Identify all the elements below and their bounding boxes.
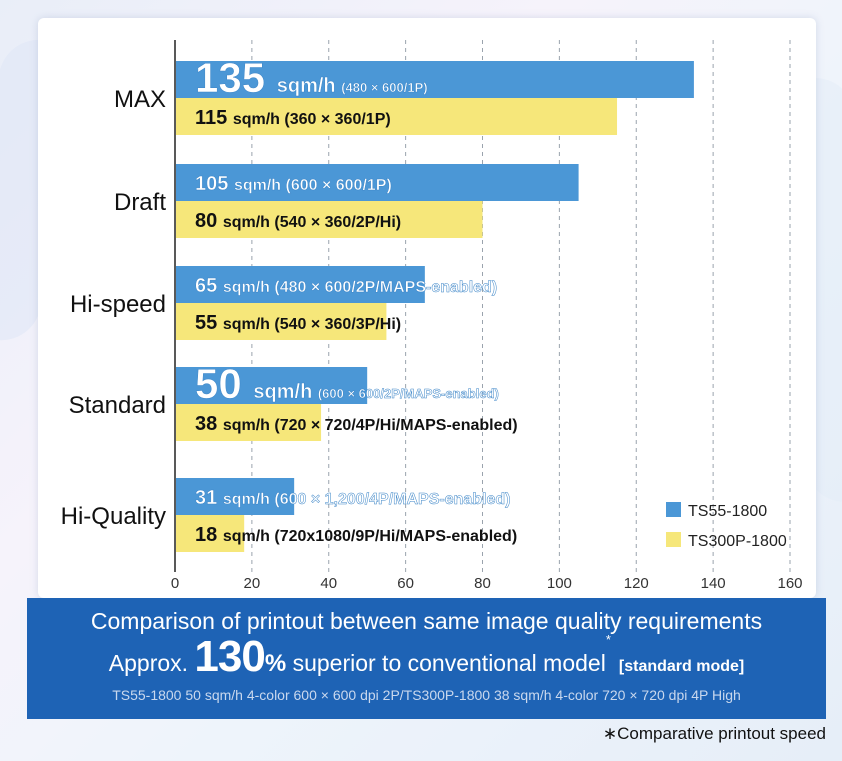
legend-label: TS300P-1800 (688, 533, 787, 550)
bar (176, 164, 579, 201)
banner-claim: Approx. 130% superior to conventional mo… (27, 632, 826, 682)
banner-claim-text: superior to conventional model (286, 650, 606, 676)
category-label: Hi-speed (70, 291, 166, 318)
banner-mode: [standard mode] (618, 658, 745, 675)
bar (176, 367, 368, 404)
data-label: 38 sqm/h (720 × 720/4P/Hi/MAPS-enabled) (195, 413, 518, 435)
bar-chart: 0 20 40 60 80 100 120 140 160 MAX 135 sqm/h (480 ×… (61, 40, 803, 592)
data-label: 105 sqm/h (600 × 600/1P) (195, 173, 392, 195)
data-label: 50 sqm/h (600 × 600/2P/MAPS-enabled) (195, 360, 499, 407)
x-tick-label: 40 (320, 575, 337, 592)
x-tick-label: 80 (474, 575, 491, 592)
x-tick-label: 100 (547, 575, 572, 592)
x-tick-label: 160 (777, 575, 802, 592)
data-label: 115 sqm/h (360 × 360/1P) (195, 107, 391, 129)
category-label: Standard (69, 392, 166, 419)
legend-label: TS55-1800 (688, 503, 767, 520)
bar (176, 303, 387, 340)
bar (176, 515, 245, 552)
legend-swatch (666, 532, 681, 547)
data-label: 135 sqm/h (480 × 600/1P) (195, 54, 428, 101)
category-label: MAX (114, 86, 166, 113)
banner-headline: Comparison of printout between same imag… (90, 608, 763, 634)
data-label: 80 sqm/h (540 × 360/2P/Hi) (195, 210, 401, 232)
category-label: Hi-Quality (61, 503, 166, 530)
banner-approx: Approx. (108, 650, 189, 676)
x-tick-label: 120 (624, 575, 649, 592)
data-label: 65 sqm/h (480 × 600/2P/MAPS-enabled) (195, 275, 497, 297)
bar (176, 478, 295, 515)
bar (176, 98, 618, 135)
comparison-banner: Comparison of printout between same imag… (27, 598, 826, 719)
data-label: 55 sqm/h (540 × 360/3P/Hi) (195, 312, 401, 334)
x-tick-label: 20 (244, 575, 261, 592)
footnote: ∗Comparative printout speed (602, 724, 826, 743)
banner-big-number: 130 (194, 632, 265, 681)
banner-detail: TS55-1800 50 sqm/h 4-color 600 × 600 dpi… (112, 687, 741, 703)
data-label: 18 sqm/h (720x1080/9P/Hi/MAPS-enabled) (195, 524, 517, 546)
bar (176, 61, 694, 98)
x-tick-label: 0 (171, 575, 179, 592)
legend-swatch (666, 502, 681, 517)
data-label: 31 sqm/h (600 × 1,200/4P/MAPS-enabled) (195, 487, 510, 509)
bar (176, 404, 322, 441)
category-label: Draft (114, 189, 166, 216)
banner-percent: % (264, 650, 287, 677)
bar (176, 201, 483, 238)
bar (176, 266, 425, 303)
banner-asterisk: * (605, 632, 611, 647)
x-tick-label: 140 (701, 575, 726, 592)
x-tick-label: 60 (397, 575, 414, 592)
